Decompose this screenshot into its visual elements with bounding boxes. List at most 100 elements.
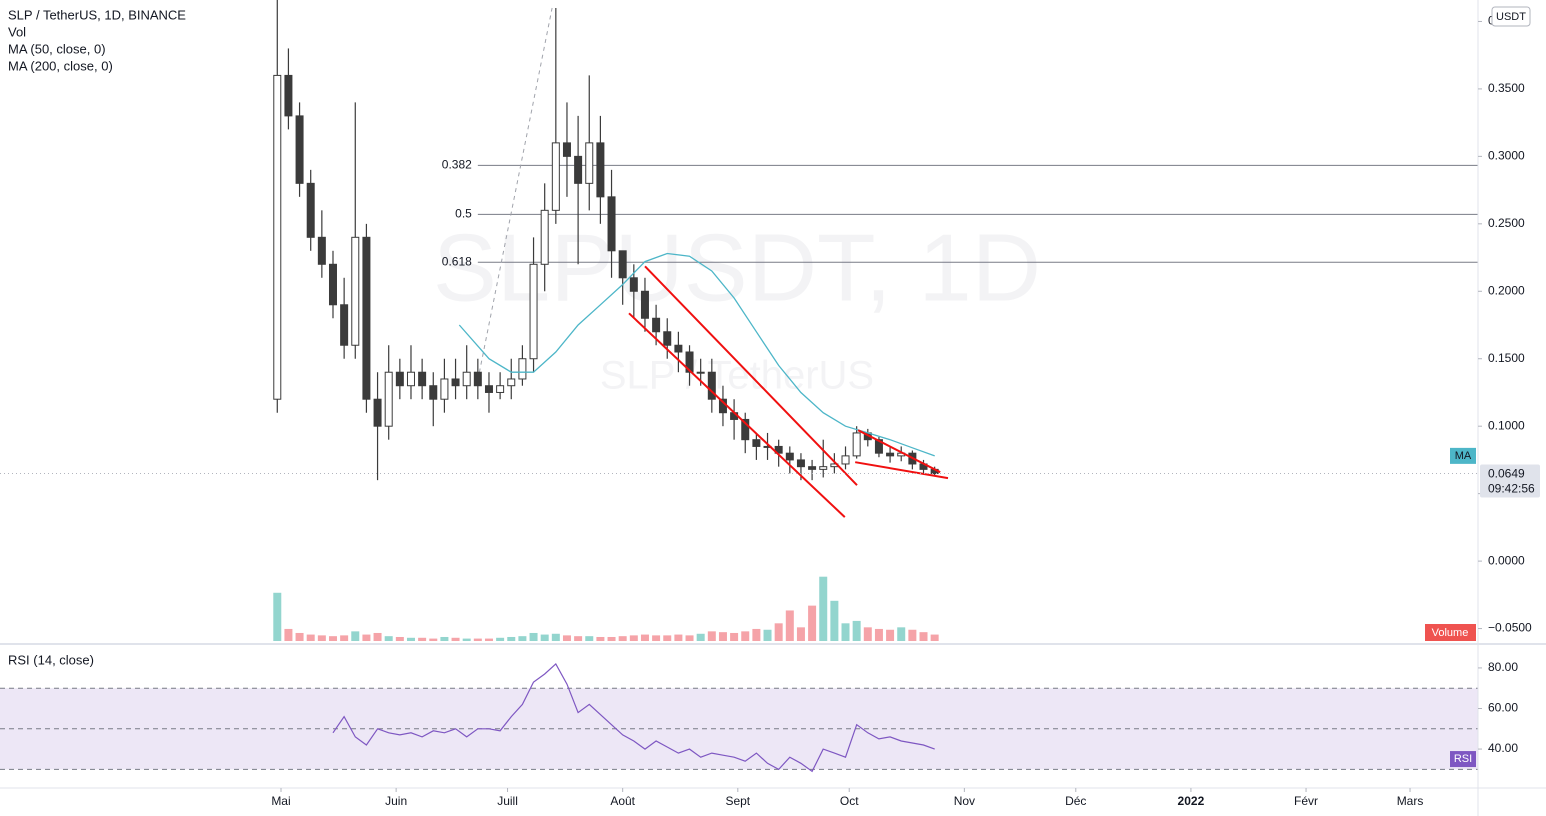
volume-bar [730, 632, 739, 641]
candle-body [874, 439, 883, 454]
volume-bar [796, 627, 805, 641]
volume-bar [473, 638, 482, 641]
candle-body [484, 385, 493, 393]
rsi-legend: RSI (14, close) [8, 652, 94, 667]
ma50-legend: MA (50, close, 0) [8, 41, 106, 56]
y-tick-label: 40.00 [1488, 741, 1518, 755]
volume-bar [596, 636, 605, 641]
candle-body [451, 378, 460, 387]
volume-bar [328, 636, 337, 641]
candle-body [540, 209, 549, 265]
volume-tag [1425, 624, 1476, 641]
candle-body [496, 385, 505, 393]
trendline [855, 461, 949, 480]
fib-trend [477, 7, 553, 381]
candle-body [473, 371, 482, 387]
candle-body [284, 74, 293, 117]
candle-body [640, 290, 649, 319]
y-tick-label: −0.0500 [1488, 621, 1532, 635]
candle-body [529, 263, 538, 360]
rsi-line [332, 662, 935, 773]
candle-body [674, 344, 683, 353]
volume-bar [395, 636, 404, 641]
volume-bar [919, 632, 928, 641]
candle-body [685, 351, 694, 373]
candle-body [551, 142, 560, 211]
candle-body [462, 371, 471, 387]
ma-tag-label: MA [1455, 450, 1472, 462]
candle-body [362, 236, 371, 400]
x-tick-label: Févr [1294, 794, 1318, 808]
volume-bar [496, 637, 505, 641]
volume-bar [574, 636, 583, 641]
candle-body [707, 371, 716, 400]
volume-bar [340, 635, 349, 641]
trendline [628, 312, 846, 518]
y-tick-label: 0.1000 [1488, 418, 1525, 432]
x-tick-label: Juin [385, 794, 407, 808]
last-price-label: 0.0649 [1488, 467, 1525, 481]
rsi-tag [1450, 751, 1476, 768]
volume-bar [351, 631, 360, 641]
currency-button[interactable] [1491, 6, 1531, 27]
x-tick-label: Oct [840, 794, 859, 808]
volume-bar [373, 632, 382, 641]
candle-body [752, 439, 761, 447]
y-tick-label: 60.00 [1488, 701, 1518, 715]
volume-bar [540, 634, 549, 641]
x-tick-label: Juill [497, 794, 518, 808]
volume-bar [930, 634, 939, 641]
x-tick-label: Août [610, 794, 635, 808]
candle-body [796, 459, 805, 468]
volume-bar [852, 620, 861, 641]
candle-body [429, 385, 438, 400]
y-tick-label: 0.3000 [1488, 149, 1525, 163]
candle-body [306, 182, 315, 238]
volume-bar [674, 634, 683, 641]
volume-bar [607, 636, 616, 641]
candle-body [328, 263, 337, 306]
volume-bar [306, 634, 315, 641]
candle-body [351, 236, 360, 346]
volume-bar [785, 610, 794, 641]
volume-bar [440, 636, 449, 641]
x-tick-label: Mai [271, 794, 290, 808]
candle-body [317, 236, 326, 265]
volume-bar [819, 576, 828, 641]
candle-body [785, 452, 794, 461]
fib-label: 0.382 [442, 158, 472, 172]
candle-body [562, 142, 571, 157]
volume-bar [317, 635, 326, 641]
volume-bar [685, 635, 694, 641]
y-tick-label: 0.2000 [1488, 283, 1525, 297]
ma-line [458, 252, 935, 457]
volume-bar [562, 635, 571, 641]
volume-bar [908, 629, 917, 641]
volume-bar [462, 638, 471, 641]
candle-body [518, 358, 527, 380]
candle-body [663, 331, 672, 346]
candle-body [507, 378, 516, 387]
candle-body [440, 378, 449, 400]
volume-bar [273, 592, 282, 641]
candle-body [273, 74, 282, 400]
candle-body [373, 398, 382, 427]
x-tick-label: Sept [725, 794, 750, 808]
countdown-label: 09:42:56 [1488, 482, 1535, 496]
volume-bar [886, 629, 895, 641]
volume-bar [707, 631, 716, 641]
candle-body [841, 455, 850, 465]
candle-body [696, 371, 705, 374]
volume-bar [640, 634, 649, 641]
candle-body [395, 371, 404, 387]
candle-body [852, 432, 861, 457]
candle-body [574, 155, 583, 184]
currency-label: USDT [1496, 11, 1526, 23]
fib-label: 0.618 [442, 254, 472, 268]
volume-bar [696, 633, 705, 641]
candle-body [340, 304, 349, 346]
y-tick-label: 0.3500 [1488, 81, 1525, 95]
y-tick-label: 0.0000 [1488, 553, 1525, 567]
volume-bar [652, 635, 661, 641]
